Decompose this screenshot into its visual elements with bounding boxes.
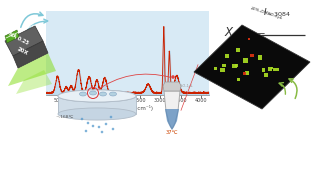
Text: $=$: $=$ bbox=[254, 28, 266, 38]
FancyArrowPatch shape bbox=[279, 83, 285, 94]
Ellipse shape bbox=[58, 90, 136, 102]
Bar bbox=[238, 78, 240, 81]
Circle shape bbox=[98, 126, 100, 128]
Circle shape bbox=[101, 131, 103, 133]
Circle shape bbox=[92, 125, 94, 127]
Bar bbox=[243, 58, 248, 63]
FancyArrowPatch shape bbox=[22, 19, 48, 46]
Ellipse shape bbox=[100, 92, 106, 96]
Polygon shape bbox=[8, 53, 56, 86]
Bar bbox=[258, 56, 262, 60]
Polygon shape bbox=[5, 26, 43, 56]
Bar bbox=[232, 64, 237, 68]
Text: 20%-dDMSO-1μL: 20%-dDMSO-1μL bbox=[163, 84, 193, 88]
Polygon shape bbox=[164, 91, 180, 129]
Bar bbox=[264, 73, 268, 77]
Bar bbox=[220, 68, 225, 72]
Circle shape bbox=[85, 130, 87, 132]
Ellipse shape bbox=[89, 91, 96, 95]
Circle shape bbox=[112, 128, 114, 130]
Bar bbox=[222, 64, 226, 67]
Circle shape bbox=[87, 122, 89, 124]
Bar bbox=[215, 67, 217, 70]
Bar bbox=[236, 48, 240, 52]
Text: 37℃: 37℃ bbox=[166, 129, 178, 135]
Bar bbox=[276, 68, 279, 70]
Text: $I_{\sim3084}$: $I_{\sim3084}$ bbox=[263, 6, 292, 19]
Polygon shape bbox=[58, 96, 136, 114]
Polygon shape bbox=[13, 41, 48, 68]
Bar bbox=[235, 64, 238, 67]
FancyArrowPatch shape bbox=[21, 12, 43, 27]
Ellipse shape bbox=[58, 90, 136, 102]
FancyArrowPatch shape bbox=[289, 79, 297, 98]
Bar bbox=[268, 67, 272, 71]
Bar bbox=[243, 72, 246, 74]
Ellipse shape bbox=[110, 92, 117, 96]
Ellipse shape bbox=[79, 92, 87, 96]
Bar bbox=[262, 68, 265, 72]
Text: 20%-DMSO-1μL: 20%-DMSO-1μL bbox=[250, 7, 284, 21]
X-axis label: Raman shift(cm⁻¹): Raman shift(cm⁻¹) bbox=[102, 105, 153, 112]
Bar bbox=[250, 54, 254, 57]
Bar bbox=[273, 68, 276, 71]
Circle shape bbox=[171, 75, 175, 79]
Polygon shape bbox=[58, 96, 61, 114]
Text: ~-168℃: ~-168℃ bbox=[56, 115, 74, 119]
Polygon shape bbox=[194, 25, 310, 109]
Bar bbox=[248, 38, 250, 40]
Bar bbox=[244, 71, 249, 75]
Text: 20X: 20X bbox=[17, 46, 29, 56]
Text: $\mathit{X}_c$: $\mathit{X}_c$ bbox=[224, 26, 239, 41]
Polygon shape bbox=[163, 82, 181, 91]
Bar bbox=[271, 67, 273, 69]
Text: $I_{\sim3320}$: $I_{\sim3320}$ bbox=[264, 50, 291, 63]
Polygon shape bbox=[5, 30, 19, 43]
Text: NA 0.25: NA 0.25 bbox=[7, 32, 29, 46]
Circle shape bbox=[81, 118, 83, 120]
Polygon shape bbox=[16, 70, 52, 94]
FancyArrowPatch shape bbox=[181, 65, 198, 110]
FancyArrowPatch shape bbox=[95, 74, 170, 91]
Polygon shape bbox=[165, 109, 179, 130]
Bar bbox=[225, 54, 229, 58]
Circle shape bbox=[105, 123, 107, 125]
Circle shape bbox=[110, 116, 112, 118]
Ellipse shape bbox=[58, 108, 136, 120]
